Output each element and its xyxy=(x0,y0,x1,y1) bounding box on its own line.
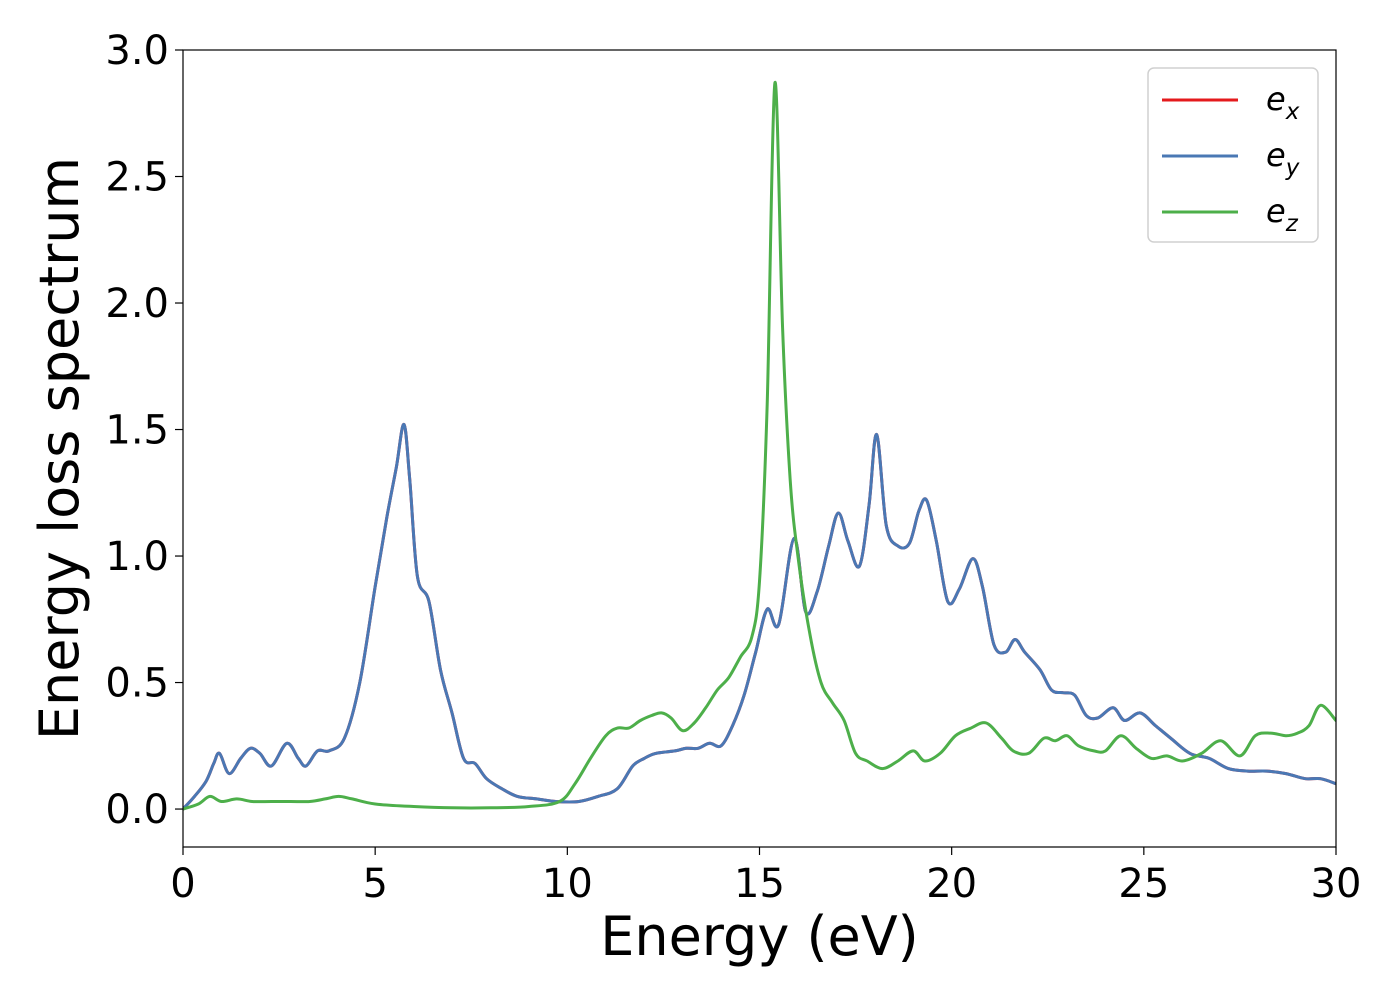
y-tick-label: 2.5 xyxy=(105,155,169,201)
legend-label: ez xyxy=(1266,192,1299,237)
legend-label-base: e xyxy=(1266,192,1286,230)
x-tick-label: 10 xyxy=(542,861,593,907)
legend-label-base: e xyxy=(1266,80,1286,118)
x-axis-label: Energy (eV) xyxy=(600,905,919,968)
y-tick-label: 1.5 xyxy=(105,408,169,454)
series-line-ez xyxy=(183,81,1336,811)
y-tick-label: 3.0 xyxy=(105,28,169,74)
series-line-ey xyxy=(183,422,1336,811)
legend-label-subscript: x xyxy=(1285,99,1300,125)
legend-label: ey xyxy=(1266,136,1300,181)
series-layer xyxy=(183,81,1336,811)
x-axis-ticks: 0 5 10 15 20 25 30 xyxy=(170,847,1361,907)
x-tick-label: 5 xyxy=(362,861,387,907)
x-tick-label: 0 xyxy=(170,861,195,907)
y-tick-label: 0.0 xyxy=(105,787,169,833)
y-tick-label: 1.0 xyxy=(105,534,169,580)
x-tick-label: 20 xyxy=(926,861,977,907)
series-line-ex xyxy=(183,422,1336,811)
y-tick-label: 2.0 xyxy=(105,281,169,327)
y-axis-label: Energy loss spectrum xyxy=(28,157,91,740)
y-axis-ticks: 0.0 0.5 1.0 1.5 2.0 2.5 3.0 xyxy=(105,28,183,833)
y-tick-label: 0.5 xyxy=(105,661,169,707)
legend-label-base: e xyxy=(1266,136,1286,174)
legend-label: ex xyxy=(1266,80,1300,125)
x-tick-label: 15 xyxy=(734,861,785,907)
x-tick-label: 30 xyxy=(1311,861,1362,907)
x-tick-label: 25 xyxy=(1118,861,1169,907)
legend-label-subscript: y xyxy=(1285,155,1300,181)
legend-label-subscript: z xyxy=(1285,211,1299,237)
